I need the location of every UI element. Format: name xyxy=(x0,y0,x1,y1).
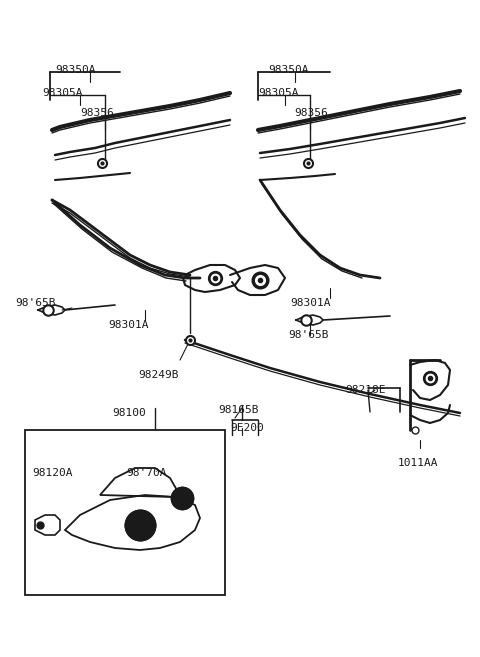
Text: 1011AA: 1011AA xyxy=(398,458,439,468)
Text: 98100: 98100 xyxy=(112,408,146,418)
Bar xyxy=(25,430,225,595)
Text: 98249B: 98249B xyxy=(138,370,179,380)
Text: 98305A: 98305A xyxy=(42,88,83,98)
Text: 98120A: 98120A xyxy=(32,468,72,478)
Text: 98218E: 98218E xyxy=(345,385,385,395)
Text: 9E200: 9E200 xyxy=(230,423,264,433)
Text: 98356: 98356 xyxy=(80,108,114,118)
Text: 98356: 98356 xyxy=(294,108,328,118)
Text: 98301A: 98301A xyxy=(108,320,148,330)
Text: 98301A: 98301A xyxy=(290,298,331,308)
Text: 98350A: 98350A xyxy=(268,65,309,75)
Text: 98'65B: 98'65B xyxy=(288,330,328,340)
Text: 98'65B: 98'65B xyxy=(15,298,56,308)
Text: 98350A: 98350A xyxy=(55,65,96,75)
Text: 98305A: 98305A xyxy=(258,88,299,98)
Text: 98'70A: 98'70A xyxy=(126,468,167,478)
Text: 98165B: 98165B xyxy=(218,405,259,415)
